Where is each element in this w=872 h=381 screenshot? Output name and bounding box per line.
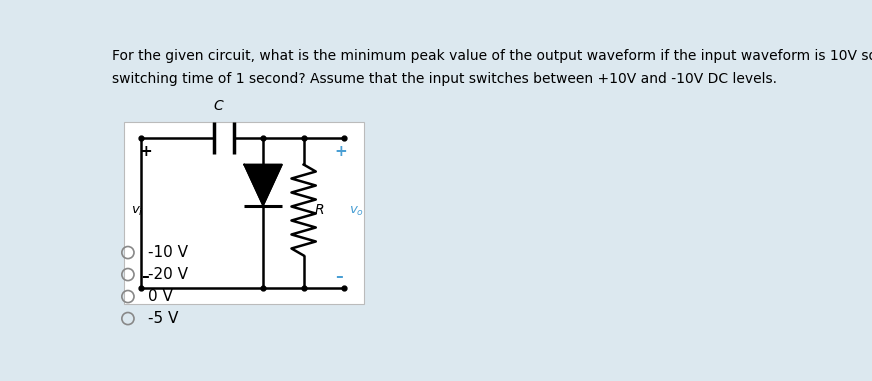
Text: C: C	[214, 99, 223, 113]
Polygon shape	[244, 165, 282, 206]
Text: -10 V: -10 V	[148, 245, 188, 260]
Text: 0 V: 0 V	[148, 289, 173, 304]
Text: +: +	[335, 144, 347, 159]
Text: For the given circuit, what is the minimum peak value of the output waveform if : For the given circuit, what is the minim…	[112, 49, 872, 62]
Text: switching time of 1 second? Assume that the input switches between +10V and -10V: switching time of 1 second? Assume that …	[112, 72, 777, 86]
Text: $v_o$: $v_o$	[349, 205, 364, 218]
Text: -5 V: -5 V	[148, 311, 179, 326]
Text: -20 V: -20 V	[148, 267, 188, 282]
FancyBboxPatch shape	[124, 122, 364, 304]
Text: $v_i$: $v_i$	[132, 205, 144, 218]
Text: +: +	[140, 144, 153, 159]
Text: R: R	[315, 203, 324, 217]
Text: –: –	[335, 269, 343, 283]
Text: –: –	[141, 269, 149, 283]
